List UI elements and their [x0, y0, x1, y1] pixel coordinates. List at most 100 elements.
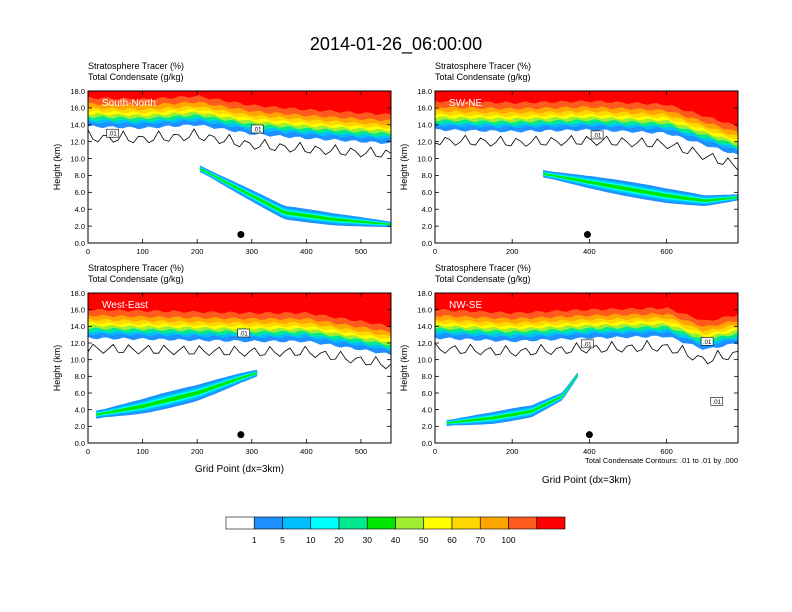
- colorbar-label: 1: [252, 535, 257, 545]
- location-marker: [237, 231, 245, 239]
- panel-header-condensate: Total Condensate (g/kg): [88, 72, 184, 82]
- y-tick-label: 18.0: [70, 87, 85, 96]
- y-tick-label: 14.0: [70, 121, 85, 130]
- y-tick-label: 0.0: [75, 439, 85, 448]
- panel-header-tracer: Stratosphere Tracer (%): [88, 263, 184, 273]
- x-axis-label: Grid Point (dx=3km): [195, 464, 284, 475]
- y-tick-label: 0.0: [422, 239, 432, 248]
- tracer-field: .01 .01: [88, 91, 391, 228]
- contour-label: .01: [106, 128, 119, 138]
- y-axis-label: Height (km): [52, 144, 62, 191]
- x-tick-label: 0: [433, 247, 437, 256]
- colorbar-swatch: [282, 516, 312, 530]
- y-tick-label: 14.0: [417, 121, 432, 130]
- plot-frame: [87, 90, 392, 244]
- tracer-field: .01 .01 .01: [435, 293, 738, 427]
- y-tick-label: 16.0: [417, 104, 432, 113]
- figure-title: 2014-01-26_06:00:00: [310, 34, 482, 55]
- svg-text:.01: .01: [593, 133, 602, 139]
- contour-label: .01: [250, 124, 264, 134]
- y-axis-label: Height (km): [52, 345, 62, 392]
- colorbar-swatch: [366, 516, 396, 530]
- panels: .01 .01 South-North 0.0 2.0 4.0 6.0 8.0 10.0 12.0…: [52, 61, 739, 486]
- colorbar-label: 100: [501, 535, 515, 545]
- y-tick-label: 6.0: [422, 389, 432, 398]
- y-tick-label: 10.0: [70, 154, 85, 163]
- panel-label: SW-NE: [449, 98, 482, 109]
- x-tick-label: 300: [246, 447, 259, 456]
- y-tick-label: 0.0: [75, 239, 85, 248]
- panel-header-tracer: Stratosphere Tracer (%): [88, 61, 184, 71]
- panel-label: West-East: [102, 300, 148, 311]
- colorbar-swatch: [423, 516, 453, 530]
- contour-label: .01: [710, 397, 724, 406]
- plume-layer-3: [96, 372, 258, 416]
- panel-header-condensate: Total Condensate (g/kg): [435, 72, 531, 82]
- contour-label: .01: [581, 339, 594, 348]
- y-tick-label: 16.0: [70, 104, 85, 113]
- y-tick-label: 6.0: [422, 188, 432, 197]
- colorbar-label: 50: [419, 535, 429, 545]
- y-tick-label: 4.0: [422, 205, 432, 214]
- x-tick-label: 400: [583, 247, 596, 256]
- svg-text:.01: .01: [108, 132, 117, 138]
- y-tick-label: 18.0: [70, 289, 85, 298]
- plume-layer-3: [446, 374, 578, 424]
- x-axis-label: Grid Point (dx=3km): [542, 475, 631, 486]
- x-tick-label: 600: [660, 247, 673, 256]
- y-tick-label: 18.0: [417, 87, 432, 96]
- x-tick-label: 600: [660, 447, 673, 456]
- condensate-contour: [435, 339, 738, 365]
- contour-note: Total Condensate Contours: .01 to .01 by…: [585, 456, 738, 465]
- y-tick-label: 16.0: [417, 305, 432, 314]
- plot-frame: [434, 292, 739, 444]
- condensate-contour: [88, 343, 391, 370]
- x-tick-label: 400: [583, 447, 596, 456]
- panel-south-north: .01 .01 South-North 0.0 2.0 4.0 6.0 8.0 10.0 12.0…: [52, 61, 392, 256]
- contour-label: .01: [237, 328, 250, 338]
- panel-label: South-North: [102, 98, 156, 109]
- svg-text:.01: .01: [583, 342, 592, 348]
- panel-label: NW-SE: [449, 300, 482, 311]
- contour-label: .01: [700, 337, 714, 346]
- y-tick-label: 2.0: [75, 222, 85, 231]
- location-marker: [585, 431, 593, 439]
- x-tick-label: 400: [300, 247, 313, 256]
- x-tick-label: 0: [86, 447, 90, 456]
- location-marker: [583, 231, 591, 239]
- y-tick-label: 10.0: [70, 355, 85, 364]
- y-tick-label: 12.0: [417, 137, 432, 146]
- colorbar-swatch: [310, 516, 340, 530]
- colorbar-label: 30: [363, 535, 373, 545]
- x-tick-label: 300: [246, 247, 259, 256]
- tracer-band-8: [88, 293, 391, 328]
- condensate-contour: [435, 134, 738, 171]
- plot-frame: [87, 292, 392, 444]
- tracer-band-8: [88, 91, 391, 115]
- tracer-band-8: [435, 293, 738, 321]
- colorbar-swatch: [338, 516, 368, 530]
- svg-text:.01: .01: [713, 400, 722, 406]
- plume-layer-3: [543, 172, 738, 202]
- contour-label: .01: [590, 130, 604, 139]
- svg-text:.01: .01: [703, 340, 712, 346]
- colorbar-swatch: [253, 516, 283, 530]
- y-axis-label: Height (km): [399, 144, 409, 191]
- y-tick-label: 4.0: [422, 405, 432, 414]
- y-tick-label: 8.0: [422, 171, 432, 180]
- y-tick-label: 12.0: [417, 339, 432, 348]
- panel-header-tracer: Stratosphere Tracer (%): [435, 263, 531, 273]
- y-tick-label: 6.0: [75, 389, 85, 398]
- y-tick-label: 8.0: [75, 171, 85, 180]
- location-marker: [237, 431, 245, 439]
- y-tick-label: 14.0: [70, 322, 85, 331]
- y-tick-label: 2.0: [422, 222, 432, 231]
- colorbar: 1 5 10 20 30 40 50 60 70 100: [225, 516, 566, 545]
- x-tick-label: 200: [191, 447, 204, 456]
- tracer-field: .01: [435, 91, 738, 206]
- panel-sw-ne: .01 SW-NE 0.0 2.0 4.0 6.0 8.0 10.0 12.0 14.0 16.0 1…: [399, 61, 739, 256]
- x-tick-label: 500: [355, 247, 368, 256]
- x-tick-label: 400: [300, 447, 313, 456]
- plume-layer-3: [199, 167, 391, 226]
